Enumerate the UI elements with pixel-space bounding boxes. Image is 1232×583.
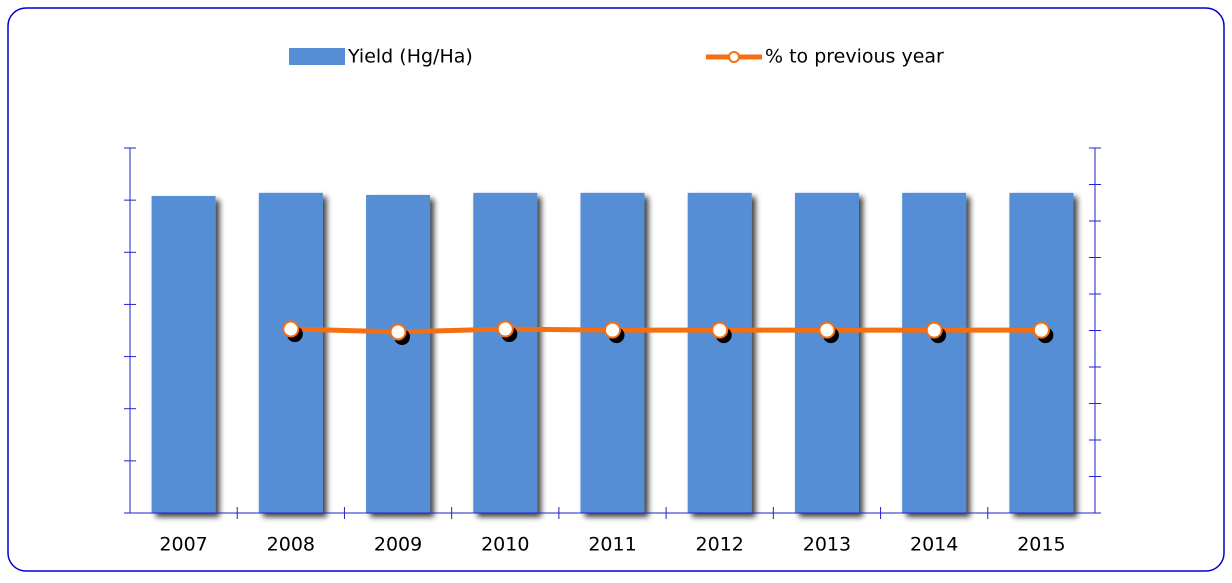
x-tick-label: 2012: [696, 534, 744, 556]
x-tick-label: 2009: [374, 534, 422, 556]
bar: [258, 192, 323, 514]
marker: [604, 321, 621, 339]
bar: [902, 192, 967, 514]
marker: [1032, 321, 1050, 339]
marker: [282, 320, 300, 338]
x-tick-label: 2011: [588, 534, 636, 556]
legend-marker: [728, 51, 740, 63]
bar: [1009, 192, 1074, 514]
marker: [496, 320, 514, 338]
marker: [711, 321, 729, 339]
x-tick-label: 2008: [267, 534, 315, 556]
x-tick-label: 2007: [159, 534, 207, 556]
x-tick-label: 2010: [481, 534, 529, 556]
line: [290, 326, 1042, 335]
bar: [687, 192, 752, 514]
legend-label: % to previous year: [765, 46, 944, 68]
legend-swatch: [289, 48, 345, 65]
bar: [580, 192, 645, 514]
x-tick-label: 2015: [1017, 534, 1065, 556]
bar: [473, 192, 538, 514]
bar: [151, 195, 216, 513]
bar: [794, 192, 859, 514]
marker: [818, 321, 836, 339]
marker: [925, 321, 943, 339]
x-tick-label: 2013: [803, 534, 851, 556]
x-tick-label: 2014: [910, 534, 958, 556]
legend-label: Yield (Hg/Ha): [347, 46, 473, 68]
bar: [366, 194, 431, 513]
marker: [389, 323, 407, 341]
